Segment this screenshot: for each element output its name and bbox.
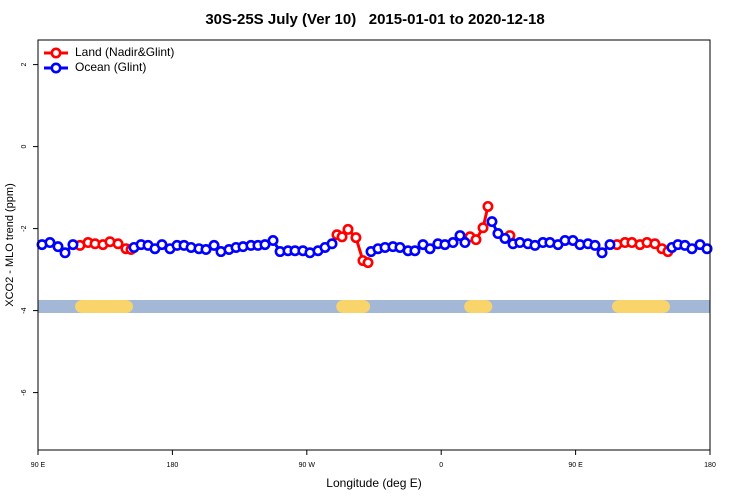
data-point <box>326 238 338 250</box>
legend-label: Land (Nadir&Glint) <box>75 45 174 59</box>
plot-frame <box>37 39 711 451</box>
y-tick-label: -6 <box>21 389 28 395</box>
data-point <box>267 234 279 246</box>
data-point <box>342 223 354 235</box>
legend-label: Ocean (Glint) <box>75 60 146 74</box>
y-tick-label: 0 <box>21 145 28 149</box>
legend-marker <box>50 62 62 74</box>
data-point <box>350 232 362 244</box>
data-point <box>156 239 168 251</box>
data-point <box>589 239 601 251</box>
y-tick-label: -2 <box>21 225 28 231</box>
data-point <box>604 239 616 251</box>
data-point <box>259 239 271 251</box>
data-point <box>447 237 459 249</box>
data-point <box>454 230 466 242</box>
y-tick-label: 2 <box>21 63 28 67</box>
data-point <box>208 239 220 251</box>
legend-marker <box>50 47 62 59</box>
data-point <box>424 243 436 255</box>
data-point <box>649 238 661 250</box>
data-point <box>336 231 348 243</box>
x-tick-label: 180 <box>167 462 179 469</box>
data-point <box>59 247 71 259</box>
data-point <box>67 239 79 251</box>
x-tick-label: 180 <box>704 462 716 469</box>
data-point <box>362 257 374 269</box>
data-point <box>409 245 421 257</box>
data-point <box>482 200 494 212</box>
x-tick-label: 90 E <box>568 462 583 469</box>
data-point <box>112 238 124 250</box>
chart-title: 30S-25S July (Ver 10) 2015-01-01 to 2020… <box>205 11 544 28</box>
data-point <box>596 247 608 259</box>
data-point <box>44 237 56 249</box>
data-point <box>200 244 212 256</box>
land-segment <box>75 300 133 313</box>
data-point <box>686 243 698 255</box>
land-segment <box>464 300 493 313</box>
x-axis-label: Longitude (deg E) <box>326 476 421 490</box>
y-axis-label: XCO2 - MLO trend (ppm) <box>4 183 16 306</box>
data-point <box>486 216 498 228</box>
data-point <box>52 241 64 253</box>
data-point <box>499 232 511 244</box>
land-segment <box>612 300 670 313</box>
data-point <box>470 234 482 246</box>
x-tick-label: 0 <box>439 462 443 469</box>
land-segment <box>336 300 371 313</box>
data-point <box>492 228 504 240</box>
data-point <box>459 237 471 249</box>
x-tick-label: 90 W <box>299 462 316 469</box>
y-tick-label: -4 <box>21 307 28 313</box>
data-point <box>701 243 713 255</box>
x-tick-label: 90 E <box>31 462 46 469</box>
data-point <box>477 222 489 234</box>
